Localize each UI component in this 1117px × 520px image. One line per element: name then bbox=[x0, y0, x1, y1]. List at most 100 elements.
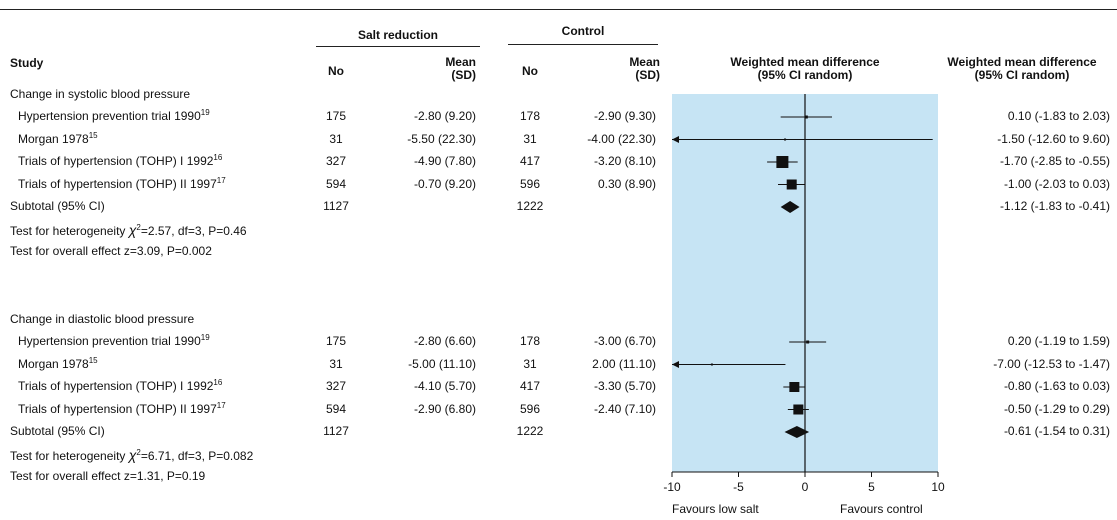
study-label: Morgan 1978 bbox=[18, 131, 89, 146]
salt-mean-sd: -5.00 (11.10) bbox=[408, 356, 476, 371]
salt-mean-sd: -2.90 (6.80) bbox=[413, 401, 476, 416]
study-name: Morgan 197815 bbox=[18, 131, 98, 146]
subtotal-ci-text: -0.61 (-1.54 to 0.31) bbox=[1003, 424, 1110, 438]
control-mean-sd: -3.20 (8.10) bbox=[593, 154, 656, 168]
study-reference: 15 bbox=[88, 355, 98, 365]
control-rule bbox=[508, 44, 658, 45]
ci-text: -0.50 (-1.29 to 0.29) bbox=[1003, 401, 1110, 416]
study-point bbox=[793, 404, 804, 415]
control-mean-sd: -2.90 (9.30) bbox=[593, 109, 656, 123]
control-mean-sd: 2.00 (11.10) bbox=[592, 356, 656, 371]
control-n: 596 bbox=[519, 176, 541, 191]
study-label: Trials of hypertension (TOHP) I 1992 bbox=[18, 379, 214, 393]
salt-reduction-rule bbox=[316, 46, 480, 47]
salt-mean-sd: -5.50 (22.30) bbox=[407, 131, 476, 146]
header-mean-sd-1: Mean (SD) bbox=[445, 55, 476, 82]
heterogeneity-stats: =2.57, df=3, P=0.46 bbox=[140, 223, 247, 238]
subtotal-salt-n: 1127 bbox=[323, 424, 349, 438]
salt-n: 327 bbox=[325, 154, 347, 168]
control-mean-sd: -3.30 (5.70) bbox=[593, 379, 656, 393]
chi-superscript: 2 bbox=[136, 447, 141, 457]
study-point bbox=[710, 363, 713, 366]
study-point bbox=[786, 179, 797, 190]
control-n: 596 bbox=[519, 401, 541, 416]
study-label: Trials of hypertension (TOHP) II 1997 bbox=[18, 401, 217, 416]
study-point bbox=[806, 340, 810, 344]
x-tick-label: -10 bbox=[663, 480, 681, 494]
ci-text: -0.80 (-1.63 to 0.03) bbox=[1003, 379, 1110, 393]
heterogeneity-prefix: Test for heterogeneity bbox=[10, 448, 129, 463]
control-n: 178 bbox=[519, 109, 541, 123]
ci-text: -1.00 (-2.03 to 0.03) bbox=[1003, 176, 1110, 191]
control-n: 417 bbox=[519, 379, 541, 393]
header-salt-reduction: Salt reduction bbox=[357, 28, 438, 42]
salt-mean-sd: -2.80 (9.20) bbox=[413, 109, 476, 123]
header-mean-sd-2: Mean (SD) bbox=[629, 55, 660, 82]
study-label: Morgan 1978 bbox=[18, 356, 89, 371]
top-rule bbox=[0, 9, 1117, 10]
salt-n: 31 bbox=[329, 356, 343, 371]
control-mean-sd: 0.30 (8.90) bbox=[597, 176, 656, 191]
study-reference: 16 bbox=[213, 378, 223, 387]
ci-text: -1.50 (-12.60 to 9.60) bbox=[997, 131, 1110, 146]
salt-mean-sd: -4.10 (5.70) bbox=[413, 379, 476, 393]
x-tick-label: 5 bbox=[868, 480, 875, 494]
study-name: Hypertension prevention trial 199019 bbox=[18, 334, 210, 349]
salt-n: 327 bbox=[325, 379, 347, 393]
subtotal-control-n: 1222 bbox=[516, 199, 544, 213]
chi-symbol: χ bbox=[128, 446, 137, 463]
study-name: Trials of hypertension (TOHP) I 199216 bbox=[18, 153, 223, 169]
study-reference: 16 bbox=[213, 153, 223, 162]
study-point bbox=[789, 382, 800, 392]
ci-text: -7.00 (-12.53 to -1.47) bbox=[993, 356, 1110, 371]
subtotal-control-n: 1222 bbox=[516, 424, 544, 438]
salt-n: 31 bbox=[329, 131, 343, 146]
study-name: Morgan 197815 bbox=[18, 355, 98, 371]
study-point bbox=[776, 156, 789, 168]
pooled-diamond bbox=[784, 426, 810, 438]
pooled-diamond bbox=[780, 201, 800, 213]
salt-mean-sd: -2.80 (6.60) bbox=[413, 334, 476, 348]
control-n: 31 bbox=[523, 131, 537, 146]
control-mean-sd: -3.00 (6.70) bbox=[593, 334, 656, 348]
salt-n: 594 bbox=[325, 401, 347, 416]
study-reference: 17 bbox=[216, 175, 226, 185]
salt-n: 175 bbox=[325, 334, 347, 348]
ci-text: -1.70 (-2.85 to -0.55) bbox=[999, 154, 1110, 168]
control-mean-sd: -4.00 (22.30) bbox=[587, 131, 656, 146]
x-tick-label: -5 bbox=[733, 480, 744, 494]
chi-symbol: χ bbox=[128, 221, 137, 238]
header-study: Study bbox=[10, 56, 44, 70]
ci-arrow-left bbox=[672, 136, 679, 143]
subtotal-label: Subtotal (95% CI) bbox=[10, 424, 105, 438]
study-name: Hypertension prevention trial 199019 bbox=[18, 108, 210, 124]
header-wmd-text: Weighted mean difference (95% CI random) bbox=[947, 55, 1097, 82]
salt-n: 175 bbox=[325, 109, 347, 123]
study-label: Hypertension prevention trial 1990 bbox=[18, 109, 201, 123]
salt-mean-sd: -0.70 (9.20) bbox=[413, 176, 476, 191]
study-label: Trials of hypertension (TOHP) I 1992 bbox=[18, 154, 214, 168]
chi-superscript: 2 bbox=[136, 222, 141, 232]
control-n: 178 bbox=[519, 334, 541, 348]
study-name: Trials of hypertension (TOHP) II 199717 bbox=[18, 400, 226, 416]
heterogeneity-test: Test for heterogeneity χ2=6.71, df=3, P=… bbox=[10, 447, 253, 463]
header-control: Control bbox=[561, 24, 605, 38]
study-label: Hypertension prevention trial 1990 bbox=[18, 334, 201, 348]
heterogeneity-stats: =6.71, df=3, P=0.082 bbox=[140, 448, 254, 463]
subtotal-ci-text: -1.12 (-1.83 to -0.41) bbox=[999, 199, 1110, 213]
subtotal-label: Subtotal (95% CI) bbox=[10, 199, 105, 213]
header-no-1: No bbox=[328, 64, 344, 78]
study-label: Trials of hypertension (TOHP) II 1997 bbox=[18, 176, 217, 191]
control-mean-sd: -2.40 (7.10) bbox=[593, 401, 656, 416]
favours-low-salt: Favours low salt bbox=[672, 502, 759, 516]
study-name: Trials of hypertension (TOHP) II 199717 bbox=[18, 175, 226, 191]
favours-control: Favours control bbox=[840, 502, 923, 516]
salt-mean-sd: -4.90 (7.80) bbox=[413, 154, 476, 168]
study-point bbox=[804, 115, 808, 119]
study-reference: 19 bbox=[200, 108, 210, 117]
section-title: Change in diastolic blood pressure bbox=[10, 312, 195, 326]
study-reference: 17 bbox=[216, 400, 226, 410]
overall-effect-test: Test for overall effect z=3.09, P=0.002 bbox=[10, 244, 212, 258]
overall-effect-test: Test for overall effect z=1.31, P=0.19 bbox=[10, 469, 206, 483]
